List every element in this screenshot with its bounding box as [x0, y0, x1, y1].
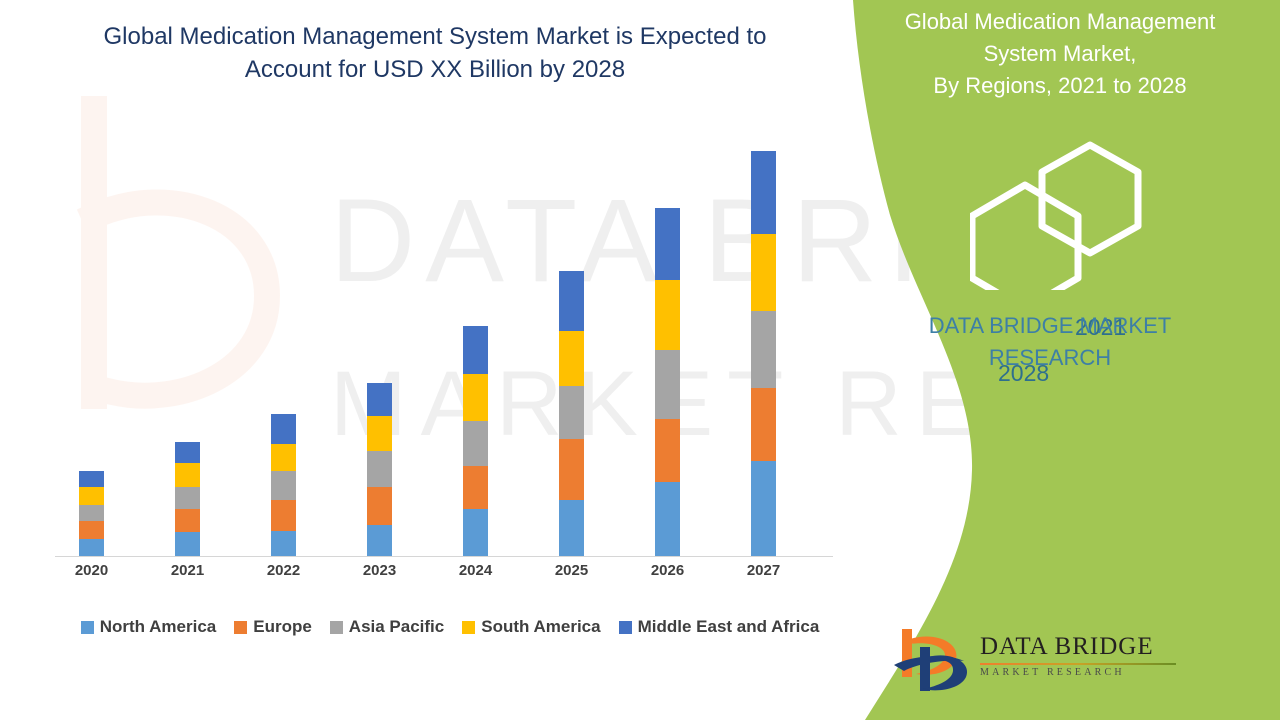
bar-segment — [271, 470, 296, 501]
bar-segment — [751, 233, 776, 312]
x-axis-label: 2020 — [74, 562, 109, 579]
bar-segment — [367, 383, 392, 417]
bar-segment — [559, 439, 584, 501]
legend-item[interactable]: North America — [80, 617, 217, 637]
x-axis-label: 2024 — [458, 562, 493, 579]
bar-segment — [271, 443, 296, 471]
bar-segment — [751, 460, 776, 556]
logo-wordmark: DATA BRIDGE MARKET RESEARCH — [980, 633, 1180, 678]
bar-segment — [367, 416, 392, 452]
chart-title: Global Medication Management System Mark… — [103, 23, 767, 84]
chart-panel: DATA BRIDGE MARKET RESEARCH Global Medic… — [55, 23, 1280, 637]
bar-segment — [175, 442, 200, 464]
bar-segment — [463, 325, 488, 374]
data-bridge-logo-icon — [894, 629, 968, 691]
x-axis-label: 2022 — [266, 562, 301, 579]
bar-segment — [175, 531, 200, 556]
x-axis-label: 2021 — [170, 562, 205, 579]
legend-item[interactable]: Middle East and Africa — [618, 617, 820, 637]
legend-item[interactable]: Asia Pacific — [329, 617, 445, 637]
bar-stack — [367, 383, 392, 556]
brand-panel: Global Medication Management System Mark… — [820, 0, 1280, 720]
legend-label: South America — [481, 617, 601, 636]
x-axis-label: 2023 — [362, 562, 397, 579]
company-logo: DATA BRIDGE MARKET RESEARCH — [890, 625, 1180, 700]
legend-swatch — [234, 620, 248, 634]
x-axis-label: 2027 — [746, 562, 781, 579]
logo-title: DATA BRIDGE — [980, 633, 1154, 660]
hex-year-2021: 2021 — [1075, 314, 1127, 340]
bar-segment — [463, 466, 488, 510]
plot-area — [55, 120, 833, 557]
bar-stack — [463, 325, 488, 556]
chart-legend: North America Europe Asia Pacific South Ame… — [55, 617, 845, 637]
logo-subtitle: MARKET RESEARCH — [980, 667, 1125, 678]
hexagon-badges: 2021 2028 — [968, 140, 1200, 386]
bar-segment — [175, 509, 200, 532]
legend-item[interactable]: South America — [462, 617, 601, 637]
bar-segment — [271, 530, 296, 556]
bar-segment — [79, 470, 104, 488]
bar-segment — [271, 414, 296, 444]
green-shape — [853, 0, 1280, 720]
bar-segment — [751, 150, 776, 234]
legend-swatch — [329, 620, 343, 634]
bar-segment — [367, 487, 392, 526]
legend-label: North America — [99, 617, 217, 636]
bar-segment — [655, 481, 680, 556]
bar-segment — [559, 385, 584, 440]
legend-label: Asia Pacific — [348, 617, 445, 636]
bar-segment — [559, 270, 584, 331]
bar-stack — [79, 470, 104, 556]
hex-year-2028: 2028 — [998, 360, 1050, 386]
x-axis-label: 2026 — [650, 562, 685, 579]
brand-name-text: DATA BRIDGE MARKET RESEARCH — [850, 310, 1250, 374]
bar-segment — [463, 509, 488, 556]
bar-segment — [655, 279, 680, 350]
bar-segment — [271, 500, 296, 531]
brand-title-line1: Global Medication Management — [904, 9, 1216, 34]
bar-stack — [751, 150, 776, 556]
legend-swatch — [80, 620, 94, 634]
brand-title-line3: By Regions, 2021 to 2028 — [933, 72, 1187, 98]
bar-segment — [751, 311, 776, 388]
bar-segment — [655, 207, 680, 280]
bar-stack — [175, 442, 200, 556]
bar-segment — [655, 349, 680, 420]
bar-segment — [79, 504, 104, 522]
legend-swatch — [462, 620, 476, 634]
bar-segment — [559, 330, 584, 386]
x-axis-line — [55, 556, 833, 557]
bar-segment — [367, 451, 392, 488]
bar-segment — [367, 525, 392, 556]
bar-stack — [655, 207, 680, 556]
x-axis-label: 2025 — [554, 562, 589, 579]
hexagon-outline-icon — [968, 141, 1142, 313]
bar-segment — [463, 420, 488, 467]
legend-swatch — [618, 620, 632, 634]
brand-panel-title: Global Medication Management System Mark… — [860, 6, 1260, 102]
brand-name-line1: DATA BRIDGE MARKET — [928, 313, 1172, 338]
bar-segment — [751, 387, 776, 461]
bar-segment — [463, 373, 488, 421]
legend-item[interactable]: Europe — [234, 617, 312, 637]
logo-divider — [980, 663, 1176, 665]
bar-segment — [79, 487, 104, 505]
bar-segment — [175, 463, 200, 488]
bar-stack — [271, 414, 296, 556]
brand-title-line2: System Market, — [983, 40, 1137, 66]
bar-stack — [559, 270, 584, 556]
bar-segment — [79, 538, 104, 556]
legend-label: Middle East and Africa — [637, 617, 820, 636]
bar-segment — [175, 487, 200, 510]
bar-segment — [655, 419, 680, 482]
bar-segment — [79, 521, 104, 539]
bar-segment — [559, 500, 584, 556]
brand-name-line2: RESEARCH — [988, 344, 1112, 370]
legend-label: Europe — [253, 617, 312, 636]
